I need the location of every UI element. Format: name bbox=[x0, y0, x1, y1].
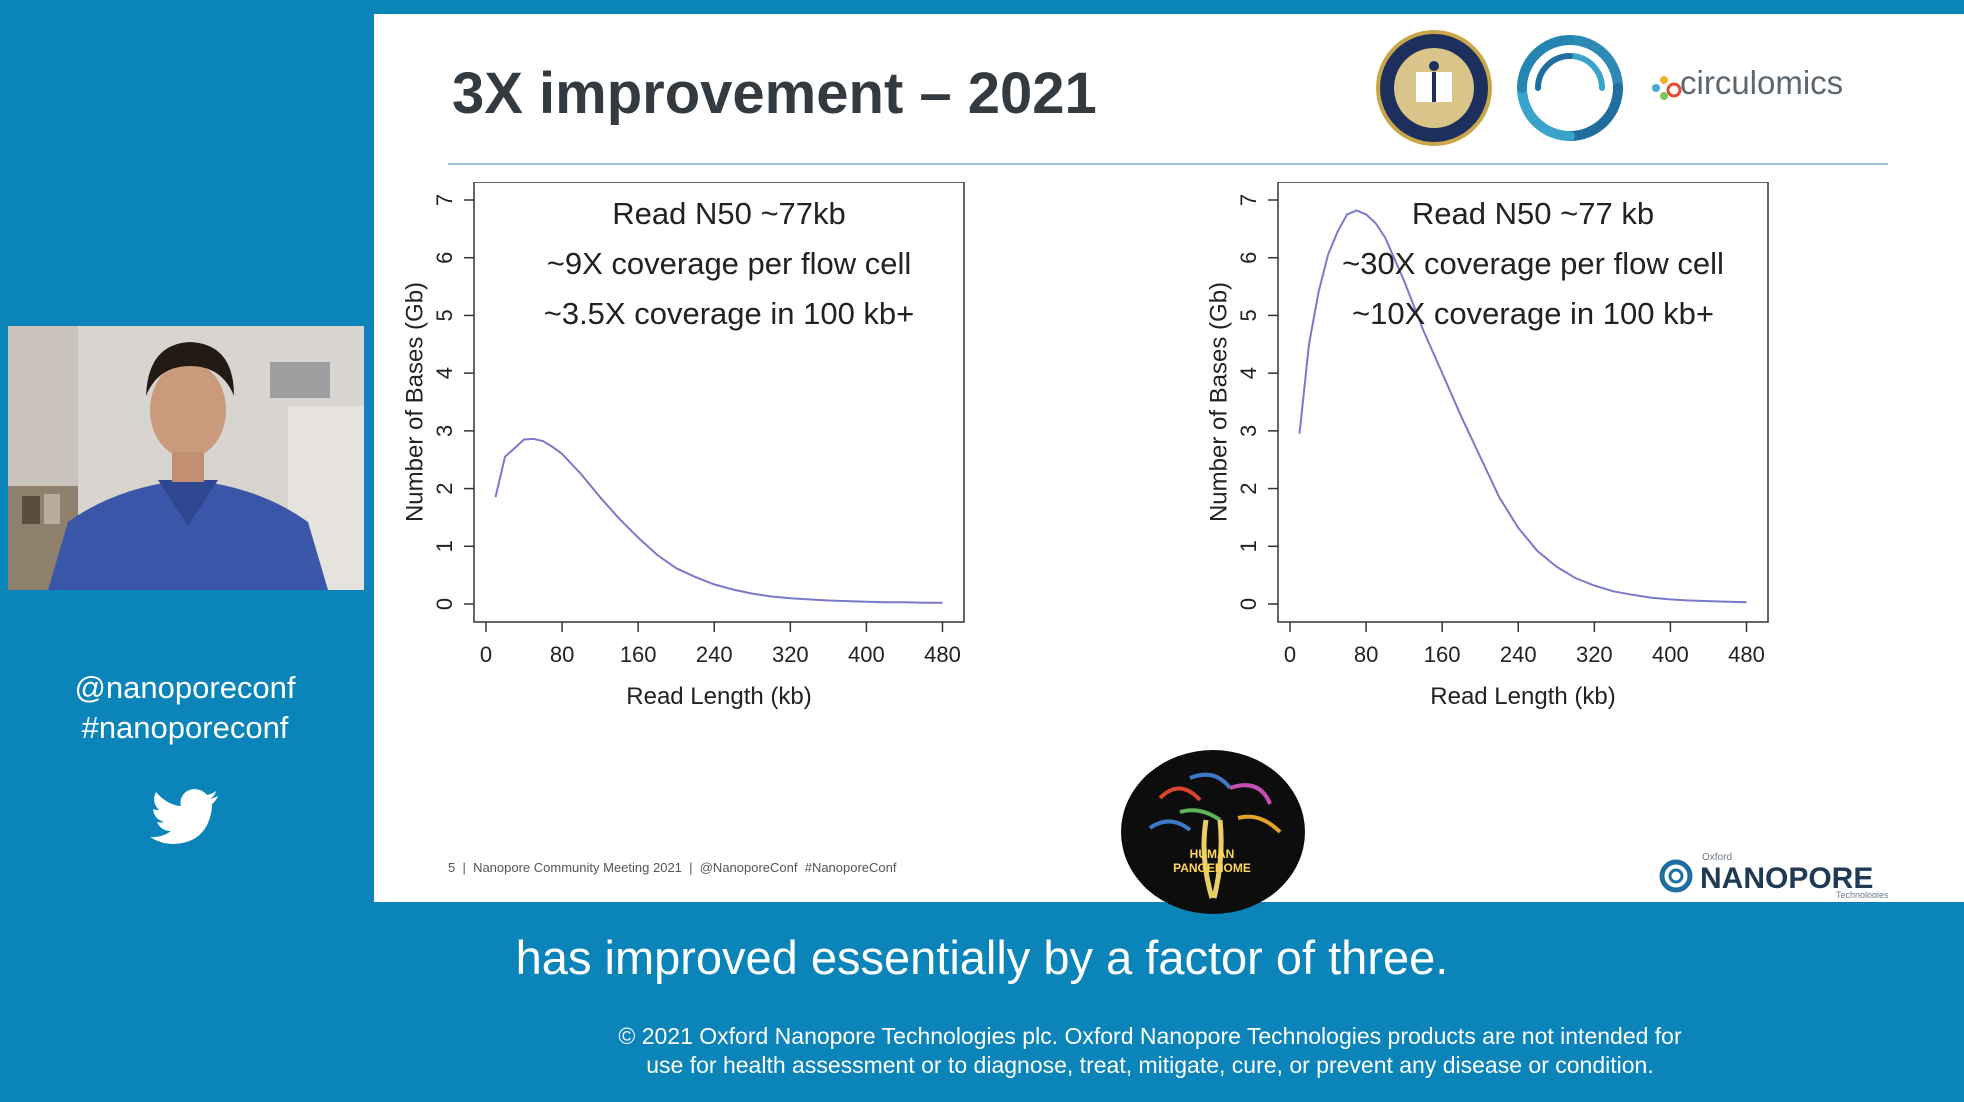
y-axis-label: Number of Bases (Gb) bbox=[404, 282, 428, 522]
y-tick-label: 4 bbox=[1236, 367, 1261, 379]
pangenome-text-1: HUMAN bbox=[1190, 847, 1235, 861]
x-tick-label: 240 bbox=[1500, 642, 1537, 667]
x-tick-label: 0 bbox=[480, 642, 492, 667]
x-tick-label: 480 bbox=[1728, 642, 1765, 667]
x-tick-label: 400 bbox=[848, 642, 885, 667]
y-tick-label: 1 bbox=[1236, 540, 1261, 552]
speaker-webcam bbox=[8, 326, 364, 590]
y-axis-label: Number of Bases (Gb) bbox=[1208, 282, 1232, 522]
chart-annotation: ~10X coverage in 100 kb+ bbox=[1352, 296, 1714, 331]
x-tick-label: 80 bbox=[1354, 642, 1378, 667]
y-tick-label: 0 bbox=[1236, 598, 1261, 610]
y-tick-label: 7 bbox=[432, 194, 457, 206]
y-tick-label: 2 bbox=[1236, 482, 1261, 494]
chart-left: 0 80 160 240 320 400 480 0 1 2 3 4 5 6 7 Read Length (k… bbox=[404, 182, 1004, 832]
x-tick-label: 320 bbox=[772, 642, 809, 667]
ont-oxford-text: Oxford bbox=[1702, 852, 1732, 863]
x-tick-label: 400 bbox=[1652, 642, 1689, 667]
twitter-hashtag: #nanoporeconf bbox=[81, 710, 289, 745]
chart-annotation: ~30X coverage per flow cell bbox=[1342, 246, 1724, 281]
y-tick-label: 6 bbox=[432, 252, 457, 264]
x-axis-label: Read Length (kb) bbox=[1430, 683, 1615, 710]
y-tick-label: 3 bbox=[1236, 425, 1261, 437]
slide-title: 3X improvement – 2021 bbox=[452, 61, 1097, 126]
y-tick-label: 4 bbox=[432, 367, 457, 379]
copyright-notice: © 2021 Oxford Nanopore Technologies plc.… bbox=[560, 1022, 1740, 1080]
x-tick-label: 80 bbox=[550, 642, 574, 667]
social-handles: @nanoporeconf #nanoporeconf bbox=[20, 668, 350, 748]
x-tick-label: 160 bbox=[1424, 642, 1461, 667]
x-tick-label: 0 bbox=[1284, 642, 1296, 667]
swirl-logo bbox=[1508, 26, 1632, 150]
slide-footer: 5 | Nanopore Community Meeting 2021 | @N… bbox=[448, 860, 897, 875]
chart-annotation: Read N50 ~77 kb bbox=[1412, 196, 1654, 231]
y-tick-label: 7 bbox=[1236, 194, 1261, 206]
live-caption: has improved essentially by a factor of … bbox=[515, 931, 1449, 984]
y-tick-label: 1 bbox=[432, 540, 457, 552]
human-pangenome-logo: HUMAN PANGENOME bbox=[1120, 748, 1306, 916]
oxford-nanopore-logo: Oxford NANOPORE Technologies bbox=[1656, 848, 1896, 900]
plot-frame bbox=[1277, 182, 1769, 623]
series-line bbox=[1298, 209, 1747, 604]
x-axis-label: Read Length (kb) bbox=[626, 683, 811, 710]
title-divider bbox=[448, 163, 1888, 165]
y-tick-label: 2 bbox=[432, 482, 457, 494]
copyright-line-1: © 2021 Oxford Nanopore Technologies plc.… bbox=[618, 1023, 1682, 1049]
twitter-handle: @nanoporeconf bbox=[74, 670, 296, 705]
plot-frame bbox=[473, 182, 965, 623]
y-tick-label: 5 bbox=[432, 309, 457, 321]
copyright-line-2: use for health assessment or to diagnose… bbox=[646, 1052, 1654, 1078]
footer-page-number: 5 bbox=[448, 860, 456, 875]
twitter-bird-icon bbox=[150, 788, 220, 850]
x-tick-label: 480 bbox=[924, 642, 961, 667]
y-tick-label: 3 bbox=[432, 425, 457, 437]
chart-right-svg: 0 80 160 240 320 400 480 0 1 2 3 4 5 6 7 Read Length (k… bbox=[1208, 182, 1769, 710]
x-tick-label: 320 bbox=[1576, 642, 1613, 667]
speaker-video-frame bbox=[8, 326, 364, 590]
x-tick-label: 160 bbox=[620, 642, 657, 667]
footer-meeting: Nanopore Community Meeting 2021 bbox=[473, 860, 682, 875]
chart-left-svg: 0 80 160 240 320 400 480 0 1 2 3 4 5 6 7 Read Length (k… bbox=[404, 182, 965, 710]
x-tick-label: 240 bbox=[696, 642, 733, 667]
presentation-slide: 3X improvement – 2021 bbox=[374, 14, 1964, 914]
pangenome-text-2: PANGENOME bbox=[1173, 861, 1251, 875]
y-tick-label: 0 bbox=[432, 598, 457, 610]
university-seal-logo bbox=[1372, 26, 1496, 150]
chart-annotation: ~9X coverage per flow cell bbox=[547, 246, 911, 281]
chart-right: 0 80 160 240 320 400 480 0 1 2 3 4 5 6 7 Read Length (k… bbox=[1208, 182, 1808, 832]
y-tick-label: 6 bbox=[1236, 252, 1261, 264]
circulomics-logo: circulomics bbox=[1648, 64, 1878, 116]
chart-annotation: Read N50 ~77kb bbox=[612, 196, 846, 231]
y-tick-label: 5 bbox=[1236, 309, 1261, 321]
footer-handles: @NanoporeConf #NanoporeConf bbox=[699, 860, 897, 875]
circulomics-wordmark: circulomics bbox=[1680, 64, 1844, 101]
chart-annotation: ~3.5X coverage in 100 kb+ bbox=[544, 296, 915, 331]
ont-nanopore-text: NANOPORE bbox=[1700, 862, 1873, 895]
ont-technologies-text: Technologies bbox=[1836, 890, 1889, 898]
series-line bbox=[494, 437, 943, 604]
